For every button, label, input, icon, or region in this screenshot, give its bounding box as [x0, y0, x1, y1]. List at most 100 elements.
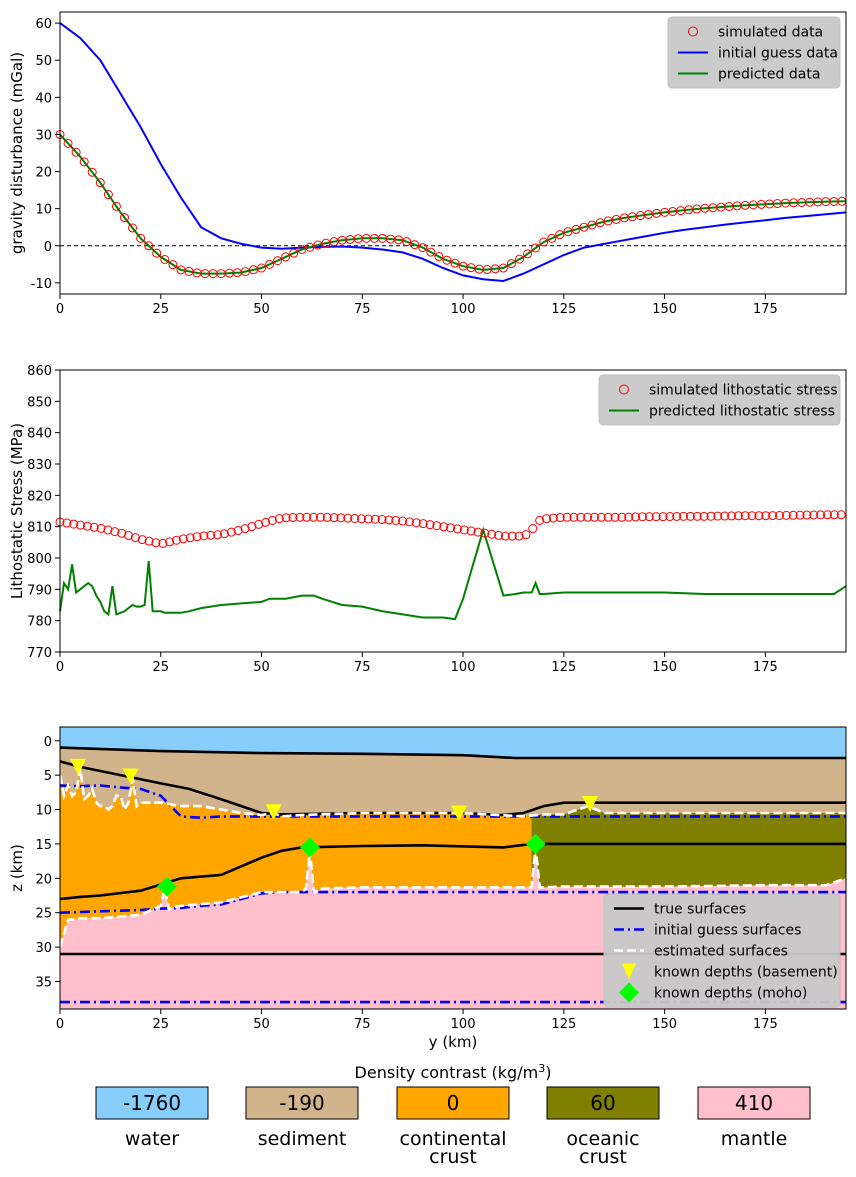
- simulated-point: [579, 222, 589, 232]
- simulated-stress-point: [569, 512, 579, 522]
- simulated-stress-point: [384, 515, 394, 525]
- legend-box: [598, 374, 841, 426]
- simulated-stress-markers: [55, 510, 846, 548]
- y-tick-label: 840: [27, 427, 52, 442]
- y-tick-label: 5: [44, 769, 52, 784]
- simulated-stress-point: [514, 531, 524, 541]
- simulated-point: [523, 249, 533, 259]
- density-value: -1760: [123, 1091, 181, 1115]
- simulated-point: [103, 190, 113, 200]
- x-tick-label: 100: [451, 302, 476, 317]
- simulated-point: [563, 227, 573, 237]
- simulated-stress-point: [740, 511, 750, 521]
- simulated-stress-point: [103, 525, 113, 535]
- simulated-stress-point: [295, 512, 305, 522]
- simulated-stress-point: [781, 510, 791, 520]
- known-depth-moho-marker: [156, 876, 177, 897]
- density-value: 0: [447, 1091, 460, 1115]
- initial-guess-line: [59, 22, 847, 283]
- simulated-point: [79, 157, 89, 167]
- simulated-stress-point: [542, 514, 552, 524]
- simulated-stress-point: [425, 520, 435, 530]
- simulated-stress-point: [480, 528, 490, 538]
- simulated-point: [450, 258, 460, 268]
- simulated-stress-point: [589, 512, 599, 522]
- simulated-point: [63, 138, 73, 148]
- simulated-stress-point: [713, 511, 723, 521]
- simulated-stress-point: [768, 511, 778, 521]
- legend-entry: known depths (basement): [654, 965, 838, 981]
- known-depth-moho-marker: [299, 837, 320, 858]
- simulated-stress-point: [130, 533, 140, 543]
- simulated-stress-point: [219, 529, 229, 539]
- density-value: 60: [590, 1091, 615, 1115]
- simulated-stress-point: [548, 513, 558, 523]
- predicted-line: [59, 133, 847, 275]
- y-tick-label: 0: [44, 735, 52, 750]
- simulated-point: [402, 237, 412, 247]
- simulated-stress-point: [261, 517, 271, 527]
- simulated-stress-point: [816, 510, 826, 520]
- y-tick-label: 20: [35, 166, 52, 181]
- simulated-stress-point: [62, 518, 72, 528]
- simulated-point: [87, 167, 97, 177]
- known-depth-basement-marker: [582, 796, 599, 813]
- simulated-point: [265, 259, 275, 269]
- simulated-point: [410, 240, 420, 250]
- simulated-stress-point: [802, 510, 812, 520]
- simulated-stress-point: [692, 511, 702, 521]
- simulated-stress-point: [418, 519, 428, 529]
- material-label-line2: crust: [579, 1146, 627, 1168]
- density-swatch-sediment: [245, 1086, 359, 1120]
- x-tick-label: 150: [652, 1017, 677, 1032]
- plot-frame: [59, 369, 847, 653]
- legend-entry: initial guess surfaces: [654, 923, 801, 939]
- simulated-stress-point: [213, 530, 223, 540]
- simulated-point: [152, 248, 162, 258]
- gravity-panel: 0 25 50 75 100 125 150 175 -10 0 10 20 30 40 50 60 gravi…: [8, 11, 847, 317]
- simulated-stress-point: [473, 527, 483, 537]
- y-tick-label: 10: [35, 804, 52, 819]
- y-tick-label: 780: [27, 615, 52, 630]
- y-tick-label: 30: [35, 128, 52, 143]
- density-title-main: Density contrast (kg/m: [355, 1063, 539, 1082]
- x-tick-label: 0: [56, 660, 64, 675]
- simulated-stress-point: [336, 513, 346, 523]
- simulated-stress-point: [178, 534, 188, 544]
- simulated-point: [168, 260, 178, 270]
- simulated-stress-point: [274, 514, 284, 524]
- simulated-stress-point: [699, 511, 709, 521]
- legend-marker-circle: [688, 26, 698, 37]
- legend-box: [603, 893, 841, 1008]
- legend-box: [667, 16, 841, 89]
- density-legend: Density contrast (kg/m3) -1760 water -190 s…: [95, 1062, 811, 1168]
- simulated-stress-point: [494, 530, 504, 540]
- x-tick-label: 25: [152, 1017, 169, 1032]
- simulated-stress-point: [528, 524, 538, 534]
- x-tick-label: 175: [753, 302, 778, 317]
- simulated-stress-point: [685, 511, 695, 521]
- y-tick-label: 15: [35, 838, 52, 853]
- simulated-stress-point: [206, 530, 216, 540]
- estimated-surface-estimated_moho: [60, 847, 846, 948]
- simulated-stress-point: [439, 522, 449, 532]
- simulated-stress-point: [281, 513, 291, 523]
- simulated-stress-point: [576, 512, 586, 522]
- simulated-stress-point: [521, 530, 531, 540]
- simulated-stress-point: [836, 510, 846, 520]
- x-tick-label: 25: [152, 660, 169, 675]
- true-surface-true_ocean_interface: [60, 842, 846, 901]
- legend-entry: true surfaces: [654, 902, 746, 918]
- simulated-stress-point: [76, 520, 86, 530]
- y-tick-label: 770: [27, 646, 52, 661]
- simulated-stress-point: [165, 537, 175, 547]
- material-label: continental: [400, 1128, 507, 1150]
- simulated-stress-point: [658, 512, 668, 522]
- simulated-stress-point: [774, 510, 784, 520]
- density-swatch-water: [95, 1086, 209, 1120]
- initial-surface-initial_basement: [60, 784, 846, 820]
- simulated-stress-point: [466, 526, 476, 536]
- legend-marker-circle: [619, 384, 629, 395]
- simulated-stress-point: [247, 522, 257, 532]
